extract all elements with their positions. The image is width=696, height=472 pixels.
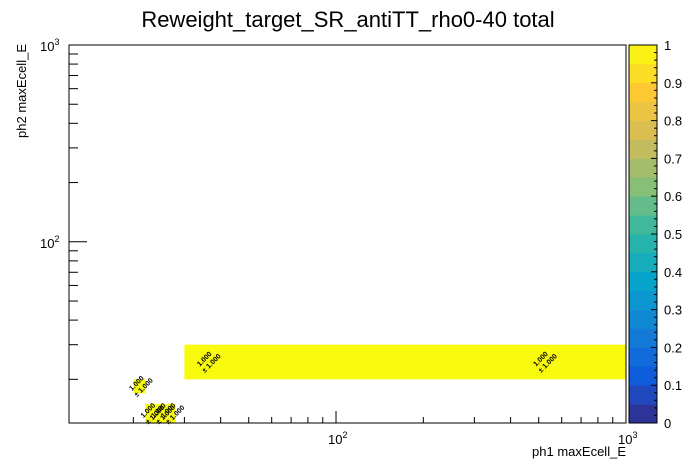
- heatmap-cell-1: [133, 379, 146, 394]
- color-scale-step: [629, 82, 657, 102]
- color-scale-tick-label: 0.8: [664, 114, 682, 129]
- cell-label-1-0: 1.000± 1.000: [128, 375, 155, 399]
- color-scale-tick-label: 0.3: [664, 303, 682, 318]
- color-scale-ticks: 0 0.1 0.2 0.3 0.4 0.5 0.6 0.7 0.8 0.9 1: [651, 38, 682, 431]
- color-scale-step: [629, 177, 657, 197]
- color-scale-step: [629, 120, 657, 140]
- color-scale-step: [629, 385, 657, 405]
- heatmap-cell-0: [184, 344, 627, 380]
- color-scale-step: [629, 328, 657, 348]
- color-scale-step: [629, 309, 657, 329]
- color-scale-tick-label: 0.2: [664, 340, 682, 355]
- color-scale-tick-label: 0.6: [664, 189, 682, 204]
- heatmap-cell-2: [145, 403, 157, 423]
- color-scale-step: [629, 45, 657, 65]
- color-scale-bar: [628, 44, 658, 424]
- heatmap-cells: [133, 344, 627, 423]
- color-scale-step: [629, 158, 657, 178]
- color-scale-tick-label: 0.5: [664, 227, 682, 242]
- color-scale-tick-label: 0.4: [664, 265, 682, 280]
- color-scale-step: [629, 215, 657, 235]
- color-scale-tick-label: 0: [664, 416, 671, 431]
- color-scale-step: [629, 290, 657, 310]
- color-scale-tick-label: 0.1: [664, 378, 682, 393]
- heatmap-cell-4: [166, 403, 176, 423]
- color-scale-step: [629, 252, 657, 273]
- color-scale-tick-label: 0.9: [664, 76, 682, 91]
- color-scale-step: [629, 366, 657, 386]
- y-axis: 102 103: [40, 37, 87, 380]
- y-axis-label: ph2 maxEcell_E: [14, 44, 29, 138]
- y-tick-label: 102: [40, 234, 59, 251]
- x-tick-label: 103: [618, 430, 637, 447]
- color-scale-step: [629, 139, 657, 159]
- plot-frame: [68, 44, 627, 424]
- x-tick-label: 102: [328, 430, 347, 447]
- color-scale-tick-label: 1: [664, 38, 671, 53]
- color-scale-tick-label: 0.7: [664, 151, 682, 166]
- color-scale-step: [629, 347, 657, 367]
- color-scale-step: [629, 234, 657, 254]
- heatmap-cell-3: [156, 403, 167, 423]
- color-scale-step: [629, 271, 657, 291]
- color-scale-step: [629, 63, 657, 84]
- color-scale-step: [629, 404, 657, 424]
- x-axis-label: ph1 maxEcell_E: [532, 444, 626, 459]
- x-axis: 102 103: [132, 411, 637, 447]
- color-scale-step: [629, 196, 657, 216]
- y-tick-label: 103: [40, 37, 59, 54]
- chart-title: Reweight_target_SR_antiTT_rho0-40 total: [141, 7, 554, 32]
- color-scale-step: [629, 101, 657, 121]
